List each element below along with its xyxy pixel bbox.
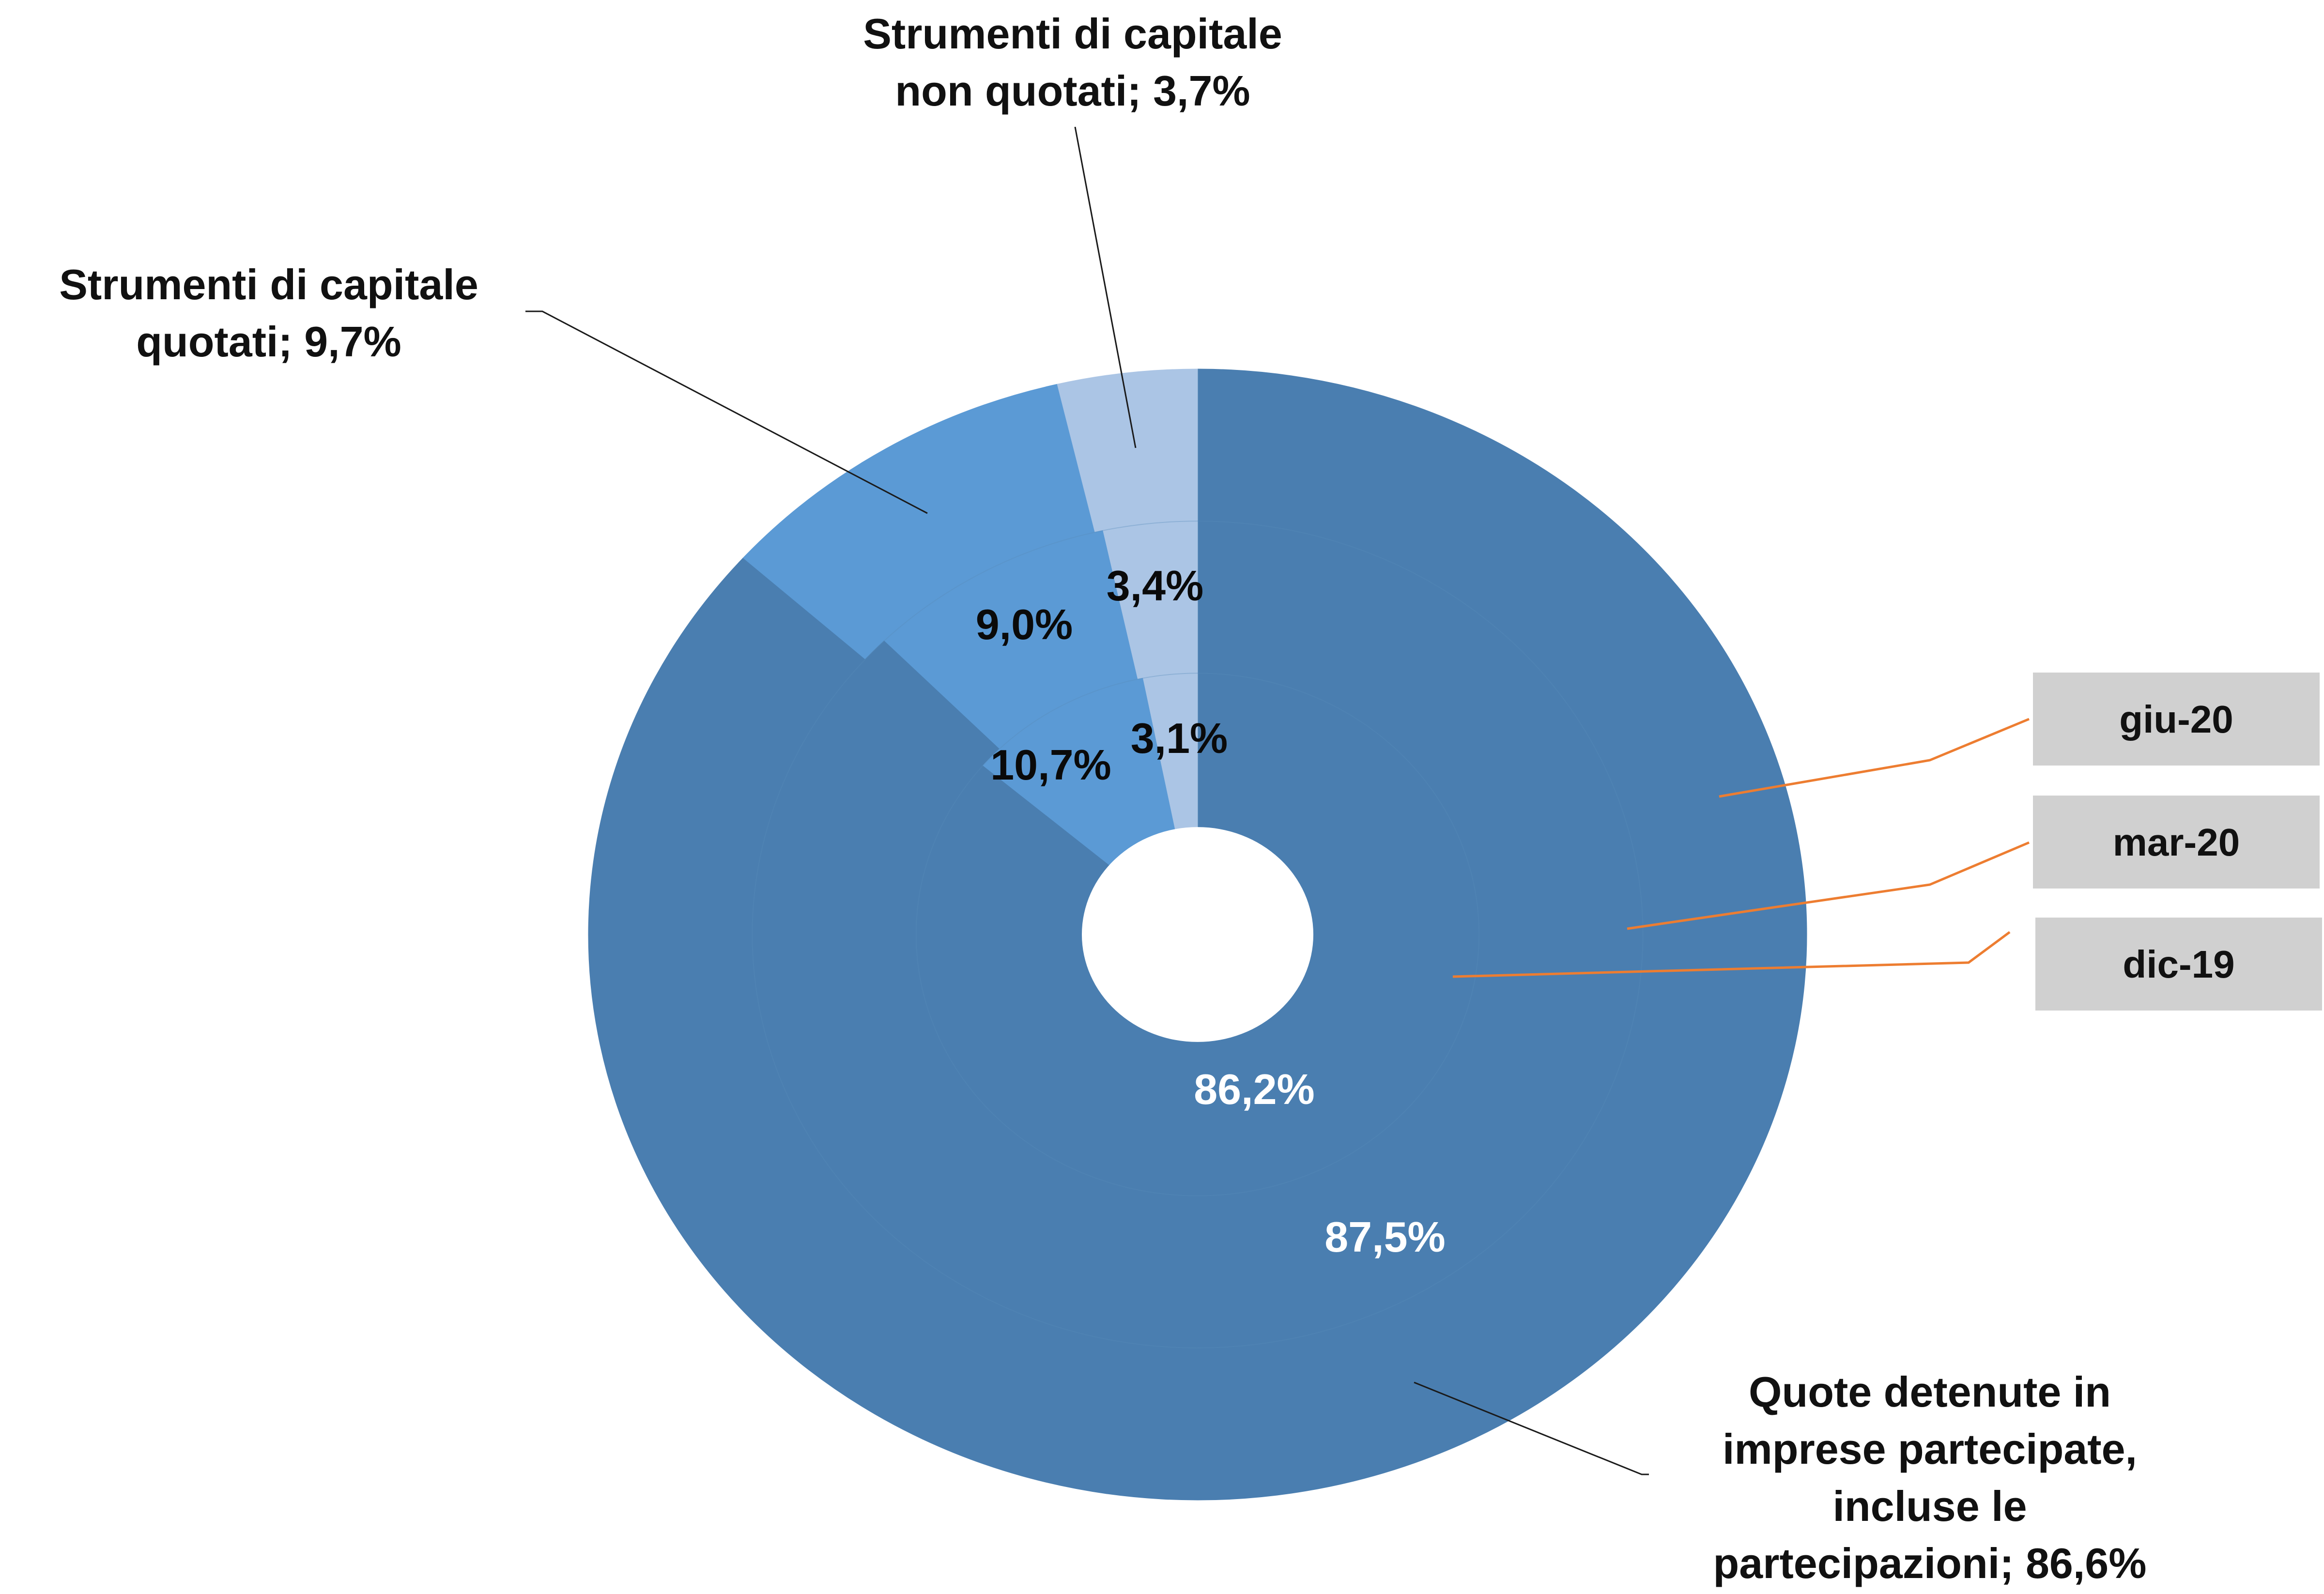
category-label-1-line-2: imprese partecipate, [1723,1425,2137,1473]
value-label-dic-19-3: 3,1% [1131,714,1228,762]
value-labels: 87,5% 9,0% 3,4% 86,2% 10,7% 3,1% [976,562,1446,1261]
period-leader-line-giu-20 [1719,718,2030,798]
value-label-mar-20-1: 87,5% [1324,1213,1446,1261]
period-leader-line-dic-19 [1452,931,2011,978]
period-label-box-dic-19 [2035,918,2322,1011]
category-leader-line-1 [1414,1381,1649,1475]
category-label-2-line-2: quotati; 9,7% [136,318,401,366]
category-labels: Quote detenute in imprese partecipate, inc… [59,10,2146,1587]
value-label-dic-19-2: 10,7% [990,741,1111,789]
category-label-2-line-1: Strumenti di capitale [59,261,478,308]
category-label-3-line-2: non quotati; 3,7% [895,67,1250,115]
rings [588,368,1807,1501]
value-label-dic-19-1: 86,2% [1194,1065,1315,1113]
period-label-box-giu-20 [2033,673,2320,766]
period-label-dic-19: dic-19 [2123,943,2234,986]
category-leader-line-2 [525,310,928,514]
category-label-1-line-4: partecipazioni; 86,6% [1713,1539,2147,1587]
category-label-3-line-1: Strumenti di capitale [863,10,1282,58]
period-label-giu-20: giu-20 [2119,698,2233,741]
period-label-mar-20: mar-20 [2113,821,2240,864]
center-hole [1081,827,1314,1042]
category-label-1-line-3: incluse le [1832,1482,2027,1530]
ring-dic-19 [916,673,1479,1196]
ring-separator-2 [915,673,1480,1196]
period-label-box-mar-20 [2033,796,2320,889]
ring-giu-20 [588,368,1807,1501]
value-label-mar-20-3: 3,4% [1107,562,1204,610]
ring-period-labels: giu-20 mar-20 dic-19 [1452,673,2322,1011]
ring-separator-1 [752,521,1644,1349]
value-label-mar-20-2: 9,0% [976,600,1073,648]
category-leader-line-3 [1074,126,1137,448]
period-leader-line-mar-20 [1627,841,2030,930]
category-label-1-line-1: Quote detenute in [1749,1368,2111,1416]
